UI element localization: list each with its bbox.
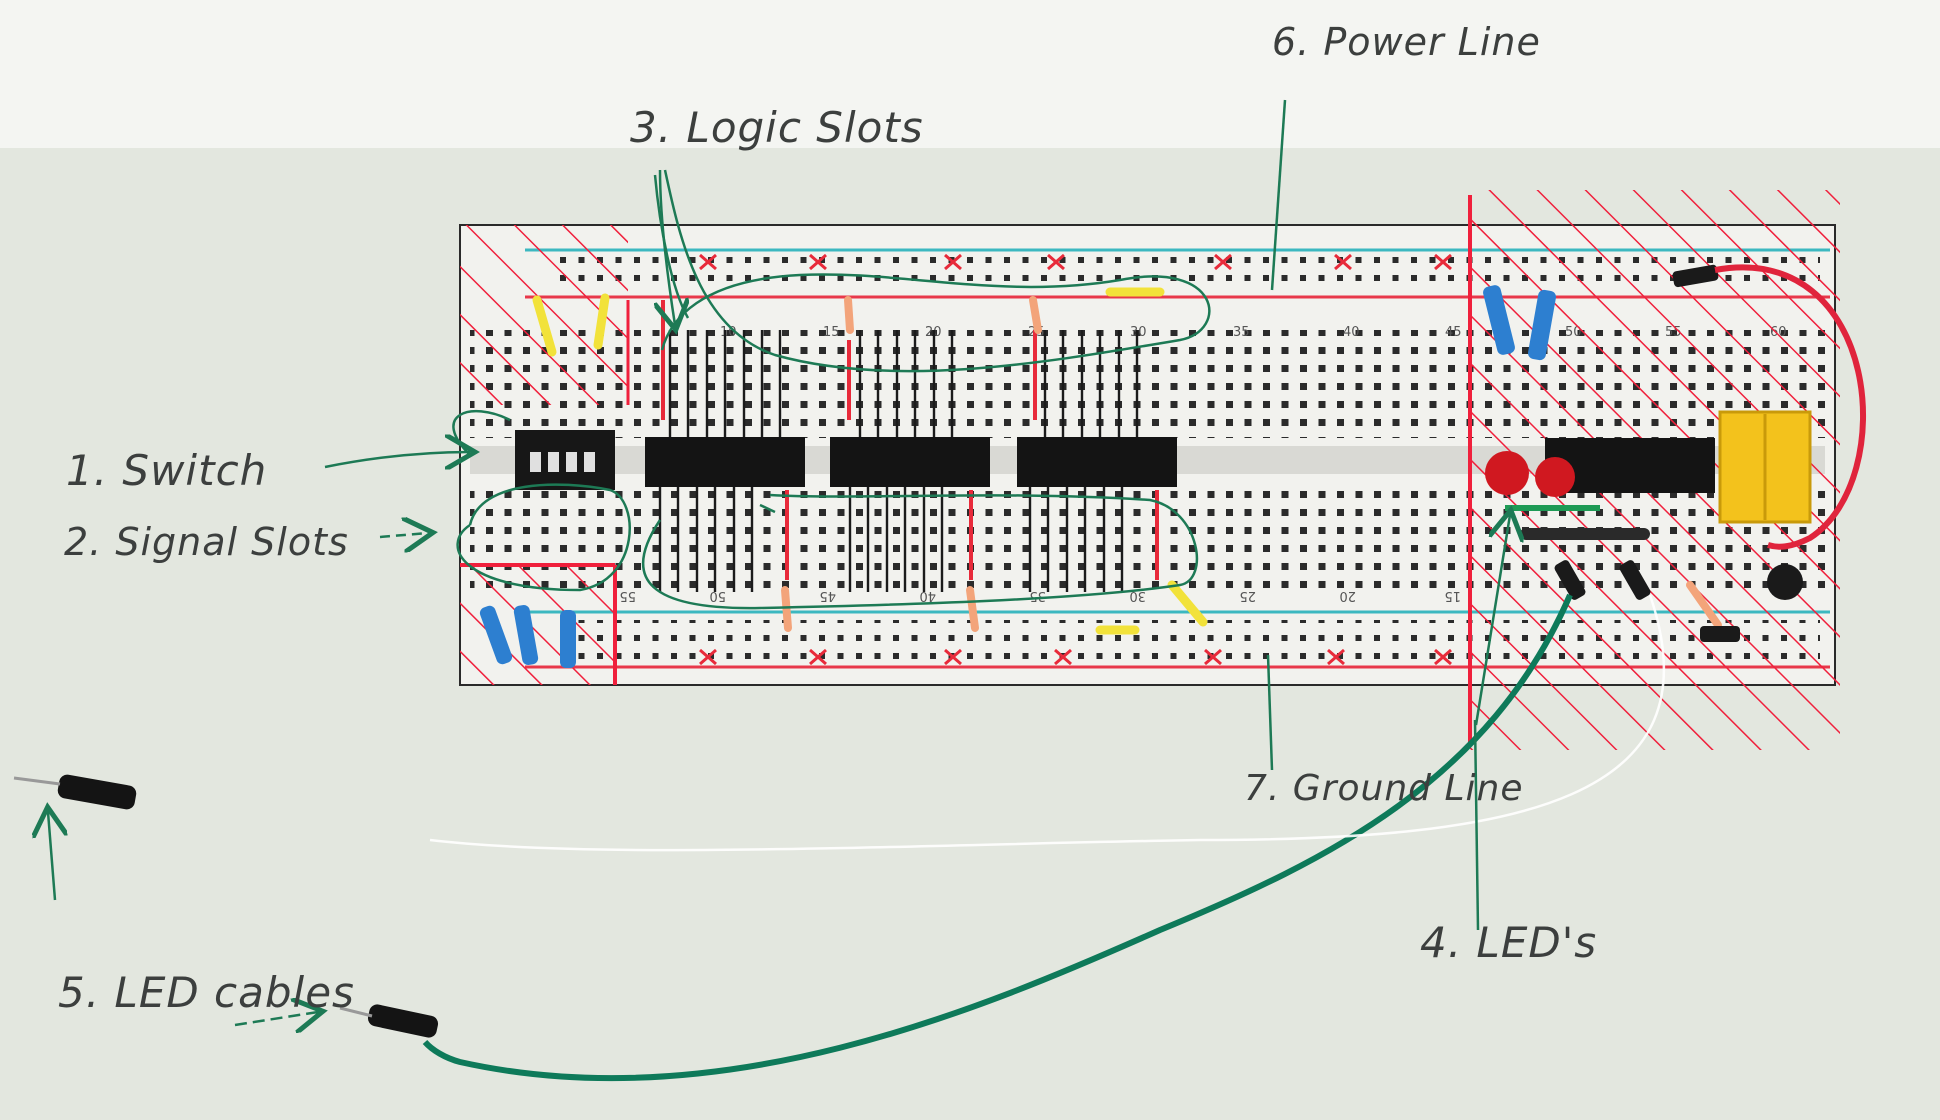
arrow-switch bbox=[324, 452, 470, 467]
yellow-jumpers bbox=[532, 287, 1208, 635]
col-num: 15 bbox=[1444, 588, 1461, 603]
orange-jumpers bbox=[781, 296, 1722, 632]
column-numbers-bottom: 55 50 45 40 35 30 25 20 15 bbox=[619, 588, 1461, 603]
rail-x-marks bbox=[699, 253, 1452, 666]
red-marker-lines bbox=[661, 300, 1159, 580]
label-ground-line: 7. Ground Line bbox=[1229, 760, 1538, 817]
label-signal-slots: 2. Signal Slots bbox=[50, 512, 363, 572]
arrow-logic-a bbox=[660, 169, 675, 325]
col-num: 55 bbox=[619, 588, 636, 603]
col-num: 40 bbox=[1343, 325, 1360, 340]
ic-chip bbox=[830, 437, 990, 487]
cable-pin bbox=[367, 1004, 439, 1038]
col-num: 25 bbox=[1239, 588, 1256, 603]
pins-right bbox=[1554, 264, 1803, 642]
ic-chip bbox=[1017, 437, 1177, 487]
white-wire bbox=[429, 594, 1666, 852]
label-switch: 1. Switch bbox=[51, 438, 282, 503]
label-leds: 4. LED's bbox=[1405, 910, 1612, 975]
col-num: 30 bbox=[1130, 325, 1147, 340]
col-num: 45 bbox=[819, 588, 836, 603]
label-power-line: 6. Power Line bbox=[1258, 12, 1555, 72]
resistors bbox=[479, 285, 1556, 668]
led-red bbox=[1485, 451, 1529, 495]
paper-top bbox=[0, 0, 1940, 148]
label-logic-slots: 3. Logic Slots bbox=[630, 103, 924, 152]
col-num: 15 bbox=[823, 325, 840, 340]
column-connectors bbox=[658, 330, 1139, 592]
dip-switch bbox=[515, 430, 615, 490]
col-num: 40 bbox=[919, 588, 936, 603]
col-num: 50 bbox=[709, 588, 726, 603]
loose-pin bbox=[57, 774, 137, 810]
col-num: 35 bbox=[1029, 588, 1046, 603]
arrow-signal bbox=[379, 533, 428, 537]
col-num: 35 bbox=[1233, 325, 1250, 340]
loose-pin-arrow bbox=[48, 812, 55, 901]
yellow-module bbox=[1718, 410, 1812, 524]
arrow-cables bbox=[234, 1012, 318, 1025]
ic-chip bbox=[645, 437, 805, 487]
label-led-cables: 5. LED cables bbox=[44, 960, 369, 1025]
col-num: 45 bbox=[1445, 325, 1462, 340]
red-wire bbox=[1714, 264, 1867, 550]
led-red bbox=[1535, 457, 1575, 497]
col-num: 20 bbox=[1339, 588, 1356, 603]
ink-annotations bbox=[452, 99, 1510, 931]
